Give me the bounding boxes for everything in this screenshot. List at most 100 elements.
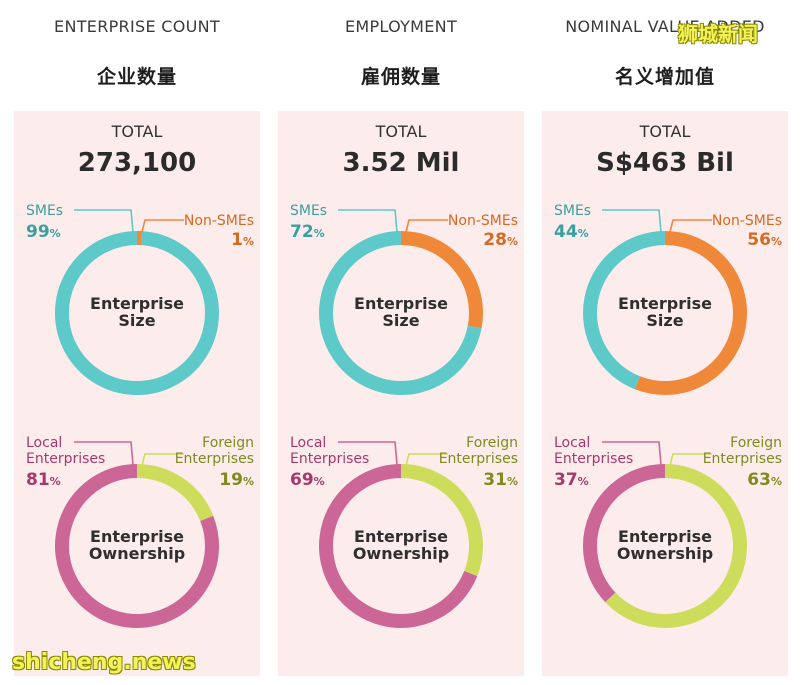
- slice-value: 37%: [554, 471, 589, 491]
- leader-line: [141, 453, 184, 466]
- slice-value: 28%: [483, 231, 518, 251]
- leader-line: [338, 441, 398, 466]
- slice-label-line: SMEs: [554, 203, 592, 219]
- leader-line: [74, 441, 134, 466]
- column-heading-cn: 企业数量: [96, 66, 177, 88]
- slice-label-line: SMEs: [290, 203, 328, 219]
- slice-label: Local Enterprises: [554, 435, 633, 467]
- leader-line: [405, 453, 448, 466]
- slice-value-unit: %: [577, 227, 589, 240]
- slice-value-number: 37: [554, 470, 578, 490]
- leader-line: [602, 209, 662, 233]
- column-heading: NOMINAL VALUE ADDED: [565, 17, 765, 36]
- donut-center-line: Size: [118, 311, 156, 330]
- slice-label-line: Foreign: [202, 435, 254, 451]
- donut-charts: [583, 209, 747, 628]
- slice-value: 56%: [747, 231, 782, 251]
- slice-label-line: Enterprises: [438, 451, 518, 467]
- slice-label: Non-SMEs: [184, 213, 254, 229]
- slice-value-number: 81: [26, 470, 50, 490]
- donut-slice-non-smes: [400, 231, 483, 329]
- total-label: TOTAL: [111, 122, 163, 141]
- slice-value-number: 72: [290, 222, 314, 242]
- total-value: 273,100: [77, 148, 197, 178]
- total-value: S$463 Bil: [596, 148, 734, 178]
- slice-label: Local Enterprises: [290, 435, 369, 467]
- leader-line: [669, 219, 712, 233]
- slice-value-number: 31: [483, 470, 507, 490]
- leader-line: [74, 209, 134, 233]
- total-label: TOTAL: [639, 122, 691, 141]
- slice-value-number: 63: [747, 470, 771, 490]
- slice-label-line: Enterprises: [702, 451, 782, 467]
- slice-label: Non-SMEs: [712, 213, 782, 229]
- slice-value-number: 1: [231, 230, 243, 250]
- slice-label: SMEs: [290, 203, 327, 219]
- donut-center-line: Enterprise: [90, 527, 184, 546]
- donut-center-title: Enterprise Ownership: [542, 528, 788, 562]
- leader-line: [338, 209, 398, 233]
- slice-value-unit: %: [313, 227, 325, 240]
- slice-label: Foreign Enterprises: [439, 435, 518, 467]
- slice-label: Foreign Enterprises: [175, 435, 254, 467]
- slice-value-unit: %: [242, 235, 254, 248]
- slice-value: 81%: [26, 471, 61, 491]
- slice-value-unit: %: [49, 227, 61, 240]
- slice-label: Local Enterprises: [26, 435, 105, 467]
- slice-value-unit: %: [49, 475, 61, 488]
- slice-value: 1%: [231, 231, 254, 251]
- donut-center-line: Enterprise: [354, 527, 448, 546]
- donut-center-title: Enterprise Size: [14, 295, 260, 329]
- slice-value-number: 56: [747, 230, 771, 250]
- slice-label-line: SMEs: [26, 203, 64, 219]
- slice-label-line: Foreign: [466, 435, 518, 451]
- slice-value-unit: %: [313, 475, 325, 488]
- watermark-bottom: shicheng.news: [12, 650, 196, 675]
- slice-label: Non-SMEs: [448, 213, 518, 229]
- slice-value: 99%: [26, 223, 61, 243]
- donut-slice-non-smes: [634, 231, 747, 395]
- column-heading-cn: 雇佣数量: [360, 66, 441, 88]
- donut-center-title: Enterprise Ownership: [14, 528, 260, 562]
- donut-slice-smes: [319, 231, 482, 395]
- leader-line: [405, 219, 448, 233]
- slice-value-number: 44: [554, 222, 578, 242]
- slice-label: Foreign Enterprises: [703, 435, 782, 467]
- donut-center-title: Enterprise Size: [278, 295, 524, 329]
- slice-value: 31%: [483, 471, 518, 491]
- leader-line: [141, 219, 184, 233]
- total-label: TOTAL: [375, 122, 427, 141]
- slice-value-unit: %: [770, 235, 782, 248]
- slice-label-line: Local: [554, 435, 591, 451]
- donut-slice-local-enterprises: [319, 464, 478, 628]
- slice-value-unit: %: [506, 475, 518, 488]
- donut-slice-smes: [583, 231, 666, 390]
- chart-column: NOMINAL VALUE ADDED 名义增加值 TOTAL S$463 Bil En…: [542, 0, 788, 685]
- chart-column: EMPLOYMENT 雇佣数量 TOTAL 3.52 Mil Enterprise Siz…: [278, 0, 524, 685]
- slice-label-line: Non-SMEs: [447, 213, 518, 229]
- slice-label: SMEs: [554, 203, 591, 219]
- slice-value: 19%: [219, 471, 254, 491]
- donut-slice-foreign-enterprises: [605, 464, 747, 628]
- donut-center-title: Enterprise Size: [542, 295, 788, 329]
- column-heading-cn: 名义增加值: [614, 66, 715, 88]
- donut-center-line: Enterprise: [618, 294, 712, 313]
- leader-line: [602, 441, 662, 466]
- donut-center-line: Ownership: [88, 544, 186, 563]
- donut-center-title: Enterprise Ownership: [278, 528, 524, 562]
- column-heading: EMPLOYMENT: [344, 17, 458, 36]
- slice-value-number: 99: [26, 222, 50, 242]
- slice-label: SMEs: [26, 203, 63, 219]
- donut-slice-foreign-enterprises: [136, 464, 214, 522]
- donut-slice-local-enterprises: [583, 464, 666, 603]
- slice-value-number: 28: [483, 230, 507, 250]
- slice-label-line: Enterprises: [290, 451, 370, 467]
- leader-line: [669, 453, 712, 466]
- slice-label-line: Non-SMEs: [183, 213, 254, 229]
- slice-value: 63%: [747, 471, 782, 491]
- donut-center-line: Enterprise: [618, 527, 712, 546]
- slice-value-unit: %: [506, 235, 518, 248]
- donut-slice-smes: [55, 231, 219, 395]
- donut-slice-local-enterprises: [55, 464, 219, 628]
- donut-center-line: Enterprise: [90, 294, 184, 313]
